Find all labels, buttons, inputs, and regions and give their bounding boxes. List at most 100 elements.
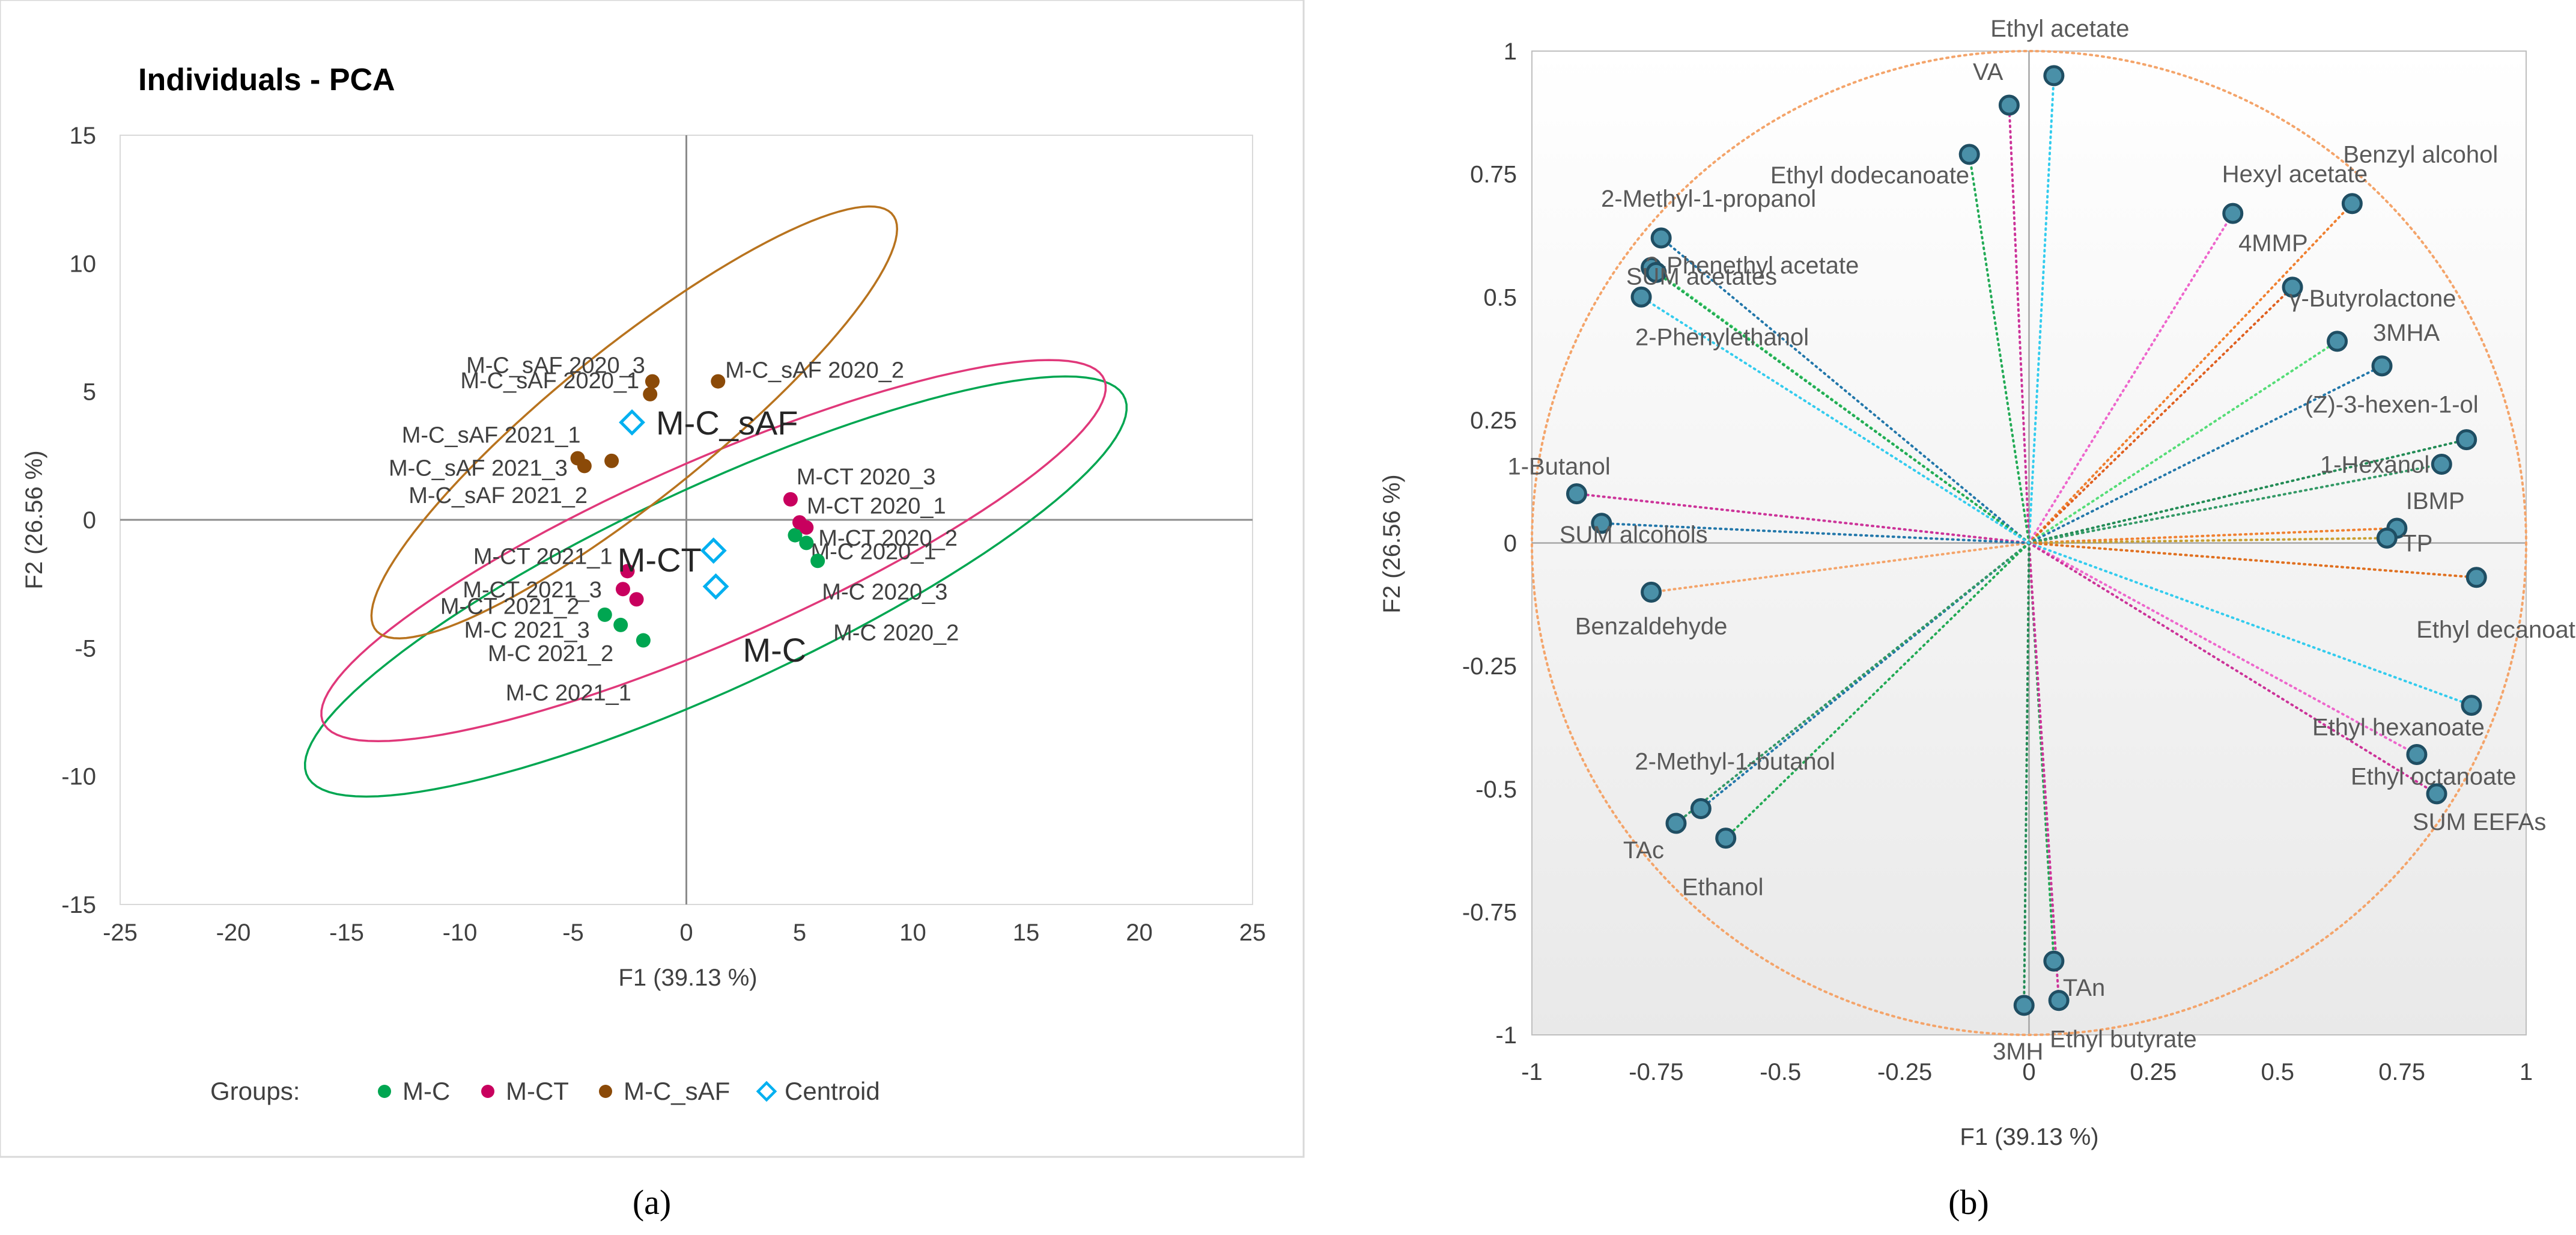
correlation-circle <box>1531 50 2527 1036</box>
x-tick-label: -15 <box>329 919 364 946</box>
individual-point <box>645 374 660 389</box>
individual-point <box>643 386 658 401</box>
x-tick-label: -1 <box>1521 1059 1543 1085</box>
individual-point <box>711 374 726 389</box>
chart-title: Individuals - PCA <box>138 63 395 97</box>
centroid-label: M-CT <box>618 541 702 579</box>
loading-vector <box>2028 541 2478 579</box>
loading-vector <box>2028 202 2354 544</box>
y-tick-label: 0.75 <box>1470 162 1517 188</box>
legend-marker <box>599 1085 612 1098</box>
x-tick-label: -0.25 <box>1877 1059 1932 1085</box>
variable-point <box>1715 828 1737 849</box>
variable-point <box>2465 567 2487 588</box>
individual-point <box>799 535 814 550</box>
variable-label: (Z)-3-hexen-1-ol <box>2305 392 2479 418</box>
variable-point <box>2376 527 2398 549</box>
point-label: M-CT 2020_1 <box>807 493 946 519</box>
variable-label: 4MMP <box>2238 230 2308 257</box>
legend-title: Groups: <box>210 1077 300 1105</box>
y-tick-label: 5 <box>83 379 96 406</box>
panel-a-frame <box>0 0 1305 1158</box>
loading-vector <box>2028 541 2418 756</box>
centroid-marker <box>619 409 645 436</box>
legend-label: M-C_sAF <box>624 1077 730 1105</box>
variable-point <box>1641 581 1662 603</box>
loading-vector <box>2028 537 2389 544</box>
loading-vector <box>1968 153 2031 544</box>
x-tick-label: 0 <box>679 919 693 946</box>
variable-point <box>1650 227 1672 249</box>
loading-vector <box>1650 541 2031 594</box>
variable-point <box>2406 743 2428 765</box>
variable-point <box>2327 331 2348 352</box>
centroid-label: M-C_sAF <box>656 404 798 442</box>
point-label: M-C 2020_3 <box>822 579 947 605</box>
variable-label: 3MH <box>1993 1038 2043 1065</box>
x-tick-label: 1 <box>2520 1059 2533 1085</box>
x-tick-label: 15 <box>1013 919 1040 946</box>
x-tick-label: -0.5 <box>1760 1059 1801 1085</box>
variable-point <box>1645 261 1667 283</box>
x-tick-label: 10 <box>899 919 926 946</box>
individual-point <box>636 633 651 648</box>
variable-point <box>1690 797 1712 819</box>
x-tick-label: 25 <box>1239 919 1266 946</box>
y-tick-label: -0.5 <box>1475 776 1517 803</box>
centroid-marker <box>702 573 729 600</box>
variable-label: SUM EEFAs <box>2413 809 2546 835</box>
variable-label: Ethyl dodecanoate <box>1770 162 1969 189</box>
variable-label: Ethyl butyrate <box>2050 1026 2197 1053</box>
y-tick-label: -5 <box>74 635 96 662</box>
centroid-label: M-C <box>743 631 807 669</box>
individual-point <box>629 592 644 607</box>
pca-variables-panel: -1 -0.75 -0.5 -0.25 0 0.25 0.5 0.75 1 -1 -0.75 -0.5… <box>1379 16 2576 1150</box>
variable-point <box>1958 144 1980 165</box>
loading-vector <box>1674 541 2031 825</box>
variable-label: SUM alcohols <box>1560 522 1708 548</box>
loading-vector <box>1600 522 2031 544</box>
variable-point <box>2013 995 2035 1016</box>
x-tick-label: 0.75 <box>2378 1059 2425 1085</box>
loading-vector <box>2028 74 2055 544</box>
loading-vector <box>2028 340 2339 544</box>
centroid-marker <box>700 537 727 564</box>
variable-point <box>1630 286 1652 308</box>
point-label: M-C 2021_2 <box>488 641 613 666</box>
panel-b-caption: (b) <box>1948 1183 1989 1222</box>
y-tick-label: 1 <box>1504 38 1517 65</box>
x-tick-label: 0.25 <box>2130 1059 2177 1085</box>
point-label: M-C_sAF 2021_1 <box>402 423 581 448</box>
variable-label: TP <box>2402 530 2432 557</box>
variable-label: 1-Hexanol <box>2320 452 2429 478</box>
variable-point <box>2456 429 2477 451</box>
individual-point <box>615 582 630 597</box>
loading-vector <box>2028 541 2061 1002</box>
variable-point <box>2222 203 2244 224</box>
variable-label: 2-Phenylethanol <box>1635 324 1809 350</box>
point-label: M-CT 2021_2 <box>440 594 580 619</box>
variable-point <box>2043 950 2065 972</box>
y-tick-label: 0.25 <box>1470 407 1517 434</box>
loading-vector <box>2028 463 2443 544</box>
variable-point <box>2341 193 2363 215</box>
loading-vector <box>2028 285 2294 544</box>
legend: Groups: M-C M-CT M-C_sAF Centroid <box>210 1077 880 1105</box>
x-tick-label: 5 <box>793 919 806 946</box>
loading-vector <box>2028 364 2384 544</box>
y-tick-label: 0 <box>1504 531 1517 557</box>
variable-point <box>1998 94 2020 116</box>
individual-point <box>799 520 814 535</box>
loading-vector <box>2028 526 2398 544</box>
variable-point <box>2431 454 2452 475</box>
point-label: M-C_sAF 2020_2 <box>725 358 904 383</box>
legend-marker <box>378 1085 391 1098</box>
point-label: M-CT 2020_2 <box>818 526 958 551</box>
ellipse-M-C_sAF <box>370 205 899 639</box>
x-tick-label: -25 <box>103 919 138 946</box>
loading-vector <box>1660 237 2031 544</box>
ellipse-M-C <box>303 375 1128 798</box>
legend-marker <box>481 1085 494 1098</box>
y-tick-label: 0.5 <box>1483 284 1517 311</box>
legend-label: M-C <box>402 1077 450 1105</box>
